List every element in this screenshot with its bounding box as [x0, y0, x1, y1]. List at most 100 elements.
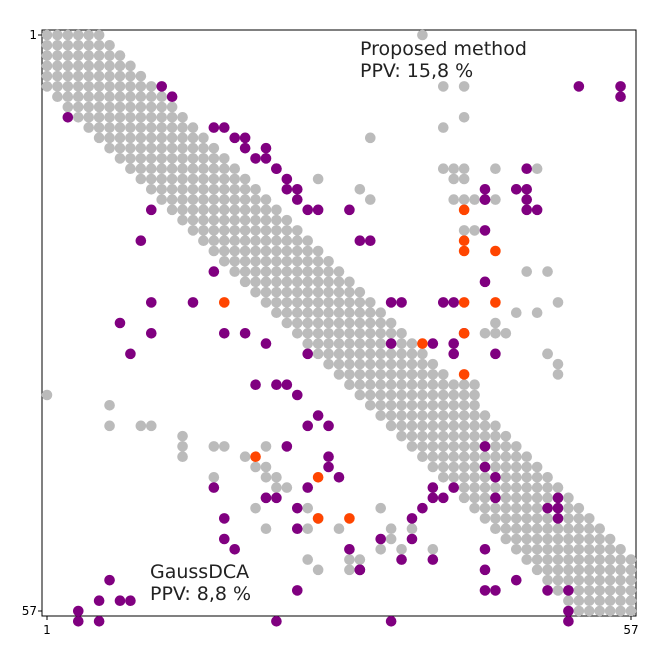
- native-contact-point: [333, 369, 345, 380]
- native-contact-point: [281, 286, 293, 298]
- lower-predicted-point: [479, 461, 491, 473]
- native-contact-point: [479, 327, 491, 339]
- native-contact-point: [291, 317, 303, 329]
- native-contact-point: [417, 410, 428, 421]
- native-contact-point: [260, 286, 272, 298]
- native-contact-point: [396, 338, 407, 349]
- native-contact-point: [41, 389, 53, 401]
- lower-predicted-point: [239, 327, 251, 339]
- native-contact-point: [344, 307, 355, 319]
- native-contact-point: [490, 441, 501, 452]
- native-contact-point: [177, 142, 188, 154]
- native-contact-point: [323, 327, 334, 339]
- native-contact-point: [573, 554, 585, 565]
- native-contact-point: [187, 194, 199, 205]
- native-contact-point: [448, 379, 460, 391]
- native-contact-point: [531, 543, 543, 555]
- highlight-contact-point: [490, 245, 501, 257]
- lower-predicted-point: [312, 410, 324, 421]
- lower-predicted-point: [302, 348, 314, 360]
- native-contact-point: [531, 564, 543, 576]
- native-contact-point: [552, 574, 564, 586]
- lower-predicted-point: [291, 389, 303, 401]
- native-contact-point: [271, 297, 282, 308]
- native-contact-point: [93, 122, 105, 133]
- x-tick-label: 1: [43, 623, 51, 637]
- native-contact-point: [583, 543, 595, 555]
- lower-predicted-point: [260, 492, 272, 504]
- native-contact-point: [448, 163, 460, 175]
- native-contact-point: [312, 297, 324, 308]
- native-contact-point: [104, 132, 115, 144]
- native-contact-point: [594, 543, 606, 555]
- native-contact-point: [469, 379, 480, 391]
- native-contact-point: [573, 533, 585, 545]
- native-contact-point: [500, 471, 512, 483]
- native-contact-point: [218, 204, 230, 216]
- native-contact-point: [208, 163, 220, 175]
- upper-predicted-point: [208, 122, 220, 133]
- lower-predicted-point: [145, 297, 157, 308]
- native-contact-point: [573, 502, 585, 514]
- native-contact-point: [375, 399, 387, 411]
- native-contact-point: [594, 605, 606, 617]
- lower-predicted-point: [114, 317, 126, 329]
- native-contact-point: [396, 358, 407, 370]
- native-contact-point: [62, 91, 74, 103]
- native-contact-point: [615, 585, 626, 596]
- native-contact-point: [250, 266, 261, 277]
- native-contact-point: [563, 523, 574, 535]
- native-contact-point: [615, 574, 626, 586]
- lower-predicted-point: [427, 482, 439, 493]
- native-contact-point: [521, 451, 533, 463]
- native-contact-point: [500, 513, 512, 524]
- lower-predicted-point: [552, 502, 564, 514]
- native-contact-point: [72, 29, 84, 41]
- native-contact-point: [104, 81, 115, 92]
- native-contact-point: [375, 317, 387, 329]
- native-contact-point: [156, 91, 168, 103]
- native-contact-point: [437, 461, 449, 473]
- native-contact-point: [490, 513, 501, 524]
- native-contact-point: [354, 307, 366, 319]
- native-contact-point: [72, 50, 84, 61]
- native-contact-point: [563, 533, 574, 545]
- native-contact-point: [563, 492, 574, 504]
- upper-predicted-point: [521, 194, 533, 205]
- native-contact-point: [145, 183, 157, 195]
- native-contact-point: [239, 235, 251, 247]
- upper-predicted-point: [312, 204, 324, 216]
- upper-predicted-point: [281, 183, 293, 195]
- native-contact-point: [531, 471, 543, 483]
- native-contact-point: [198, 235, 209, 247]
- native-contact-point: [406, 410, 418, 421]
- native-contact-point: [490, 502, 501, 514]
- lower-predicted-point: [552, 492, 564, 504]
- native-contact-point: [156, 173, 168, 185]
- native-contact-point: [83, 39, 95, 51]
- native-contact-point: [479, 410, 491, 421]
- native-contact-point: [510, 492, 522, 504]
- native-contact-point: [448, 389, 460, 401]
- upper-predicted-point: [479, 183, 491, 195]
- native-contact-point: [208, 471, 220, 483]
- native-contact-point: [573, 595, 585, 607]
- native-contact-point: [229, 245, 241, 257]
- native-contact-point: [469, 451, 480, 463]
- lower-predicted-point: [291, 585, 303, 596]
- native-contact-point: [364, 327, 376, 339]
- lower-predicted-point: [333, 471, 345, 483]
- upper-predicted-point: [260, 142, 272, 154]
- native-contact-point: [239, 245, 251, 257]
- native-contact-point: [125, 60, 136, 72]
- highlight-contact-point: [458, 369, 470, 380]
- native-contact-point: [291, 286, 303, 298]
- native-contact-point: [406, 369, 418, 380]
- native-contact-point: [583, 533, 595, 545]
- native-contact-point: [239, 194, 251, 205]
- native-contact-point: [125, 101, 136, 113]
- native-contact-point: [510, 543, 522, 555]
- native-contact-point: [469, 420, 480, 432]
- native-contact-point: [52, 60, 63, 72]
- native-contact-point: [198, 153, 209, 164]
